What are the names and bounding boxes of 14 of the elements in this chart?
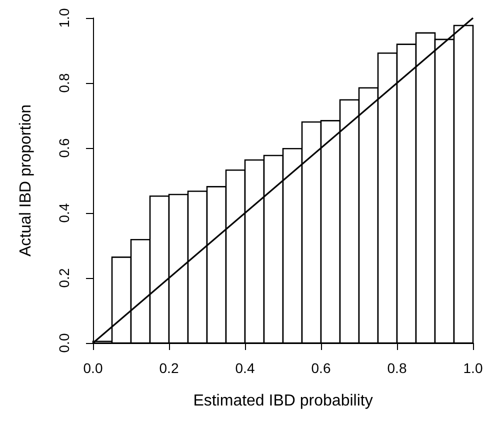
y-tick-label: 0.8 <box>56 73 72 93</box>
x-tick-label: 0.6 <box>311 360 331 376</box>
x-tick-label: 0.2 <box>159 360 179 376</box>
y-tick-label: 0.6 <box>56 138 72 158</box>
x-tick-label: 0.0 <box>83 360 103 376</box>
y-tick-label: 0.0 <box>56 333 72 353</box>
y-tick-label: 0.2 <box>56 268 72 288</box>
y-tick-label: 1.0 <box>56 8 72 28</box>
y-tick-label: 0.4 <box>56 203 72 223</box>
x-tick-label: 1.0 <box>463 360 483 376</box>
x-tick-label: 0.8 <box>387 360 407 376</box>
x-axis-title: Estimated IBD probability <box>193 392 373 410</box>
x-tick-label: 0.4 <box>235 360 255 376</box>
y-axis-title: Actual IBD proportion <box>18 104 34 257</box>
